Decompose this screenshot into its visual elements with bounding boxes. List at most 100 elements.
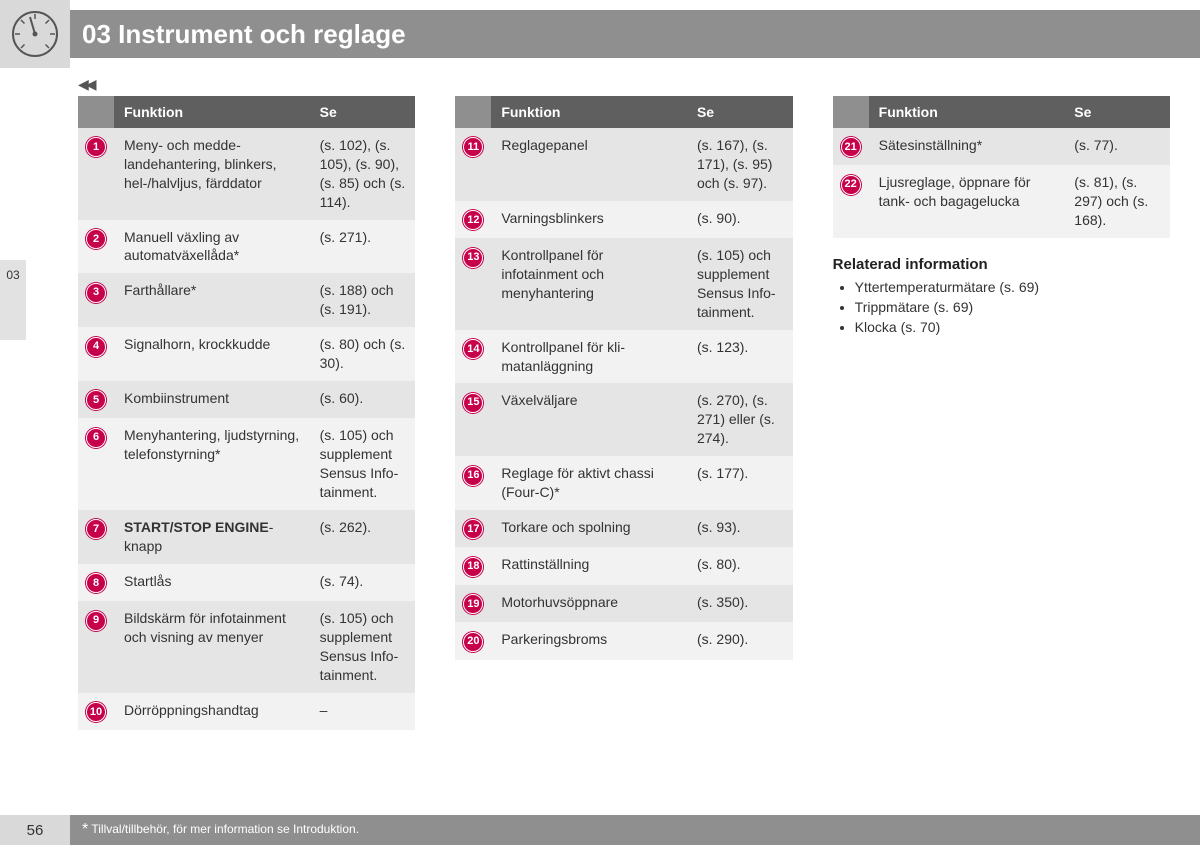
function-cell: Bildskärm för info­tainment och visning …	[114, 601, 310, 693]
see-cell: (s. 270), (s. 271) eller (s. 274).	[687, 383, 793, 456]
see-cell: (s. 77).	[1064, 128, 1170, 165]
table-row: 3Farthållare*(s. 188) och (s. 191).	[78, 273, 415, 327]
function-cell: Sätesinställning*	[869, 128, 1065, 165]
row-number-cell: 21	[833, 128, 869, 165]
header-se: Se	[687, 96, 793, 128]
table-row: 5 Kombiinstrument(s. 60).	[78, 381, 415, 418]
header-blank	[833, 96, 869, 128]
row-number-cell: 17	[455, 510, 491, 547]
function-cell: Menyhantering, ljud­styrning, telefonsty…	[114, 418, 310, 510]
see-cell: (s. 262).	[310, 510, 416, 564]
see-cell: (s. 80) och (s. 30).	[310, 327, 416, 381]
row-number-cell: 1	[78, 128, 114, 220]
function-cell: Dörröppningshand­tag	[114, 693, 310, 730]
table-row: 19Motorhuvsöppnare(s. 350).	[455, 585, 792, 622]
function-table: FunktionSe1Meny- och medde­landehanterin…	[78, 96, 415, 730]
table-row: 13 Kontrollpanel för infotainment och men…	[455, 238, 792, 330]
number-badge: 9	[86, 611, 106, 631]
function-cell: Farthållare*	[114, 273, 310, 327]
row-number-cell: 13	[455, 238, 491, 330]
see-cell: (s. 177).	[687, 456, 793, 510]
function-cell: Växelväljare	[491, 383, 687, 456]
see-cell: (s. 60).	[310, 381, 416, 418]
related-item[interactable]: Klocka (s. 70)	[855, 319, 1170, 335]
function-cell: Varningsblinkers	[491, 201, 687, 238]
row-number-cell: 16	[455, 456, 491, 510]
page-number: 56	[0, 815, 70, 845]
footer-bar: 56 * Tillval/tillbehör, för mer informat…	[0, 815, 1200, 845]
related-list: Yttertemperaturmätare (s. 69) Trippmätare…	[833, 279, 1170, 335]
see-cell: (s. 271).	[310, 220, 416, 274]
function-cell: Kontrollpanel för kli­matanläggning	[491, 330, 687, 384]
table-row: 2Manuell växling av automatväxellåda*(s.…	[78, 220, 415, 274]
number-badge: 14	[463, 339, 483, 359]
related-item[interactable]: Trippmätare (s. 69)	[855, 299, 1170, 315]
column-2: FunktionSe11Reglagepanel(s. 167), (s. 17…	[455, 96, 792, 730]
function-cell: Reglagepanel	[491, 128, 687, 201]
footer-note-text: Tillval/tillbehör, för mer information s…	[91, 822, 359, 836]
table-row: 8Startlås(s. 74).	[78, 564, 415, 601]
table-row: 10Dörröppningshand­tag–	[78, 693, 415, 730]
nav-back-arrows[interactable]: ◀◀	[78, 76, 94, 93]
see-cell: (s. 123).	[687, 330, 793, 384]
number-badge: 4	[86, 337, 106, 357]
header-se: Se	[310, 96, 416, 128]
related-heading: Relaterad information	[833, 256, 1170, 273]
number-badge: 13	[463, 248, 483, 268]
number-badge: 2	[86, 229, 106, 249]
number-badge: 5	[86, 390, 106, 410]
function-cell: Startlås	[114, 564, 310, 601]
table-row: 7START/STOP ENGINE-knapp(s. 262).	[78, 510, 415, 564]
row-number-cell: 22	[833, 165, 869, 238]
see-cell: (s. 81), (s. 297) och (s. 168).	[1064, 165, 1170, 238]
side-tab: 03	[0, 260, 26, 340]
function-cell: START/STOP ENGINE-knapp	[114, 510, 310, 564]
see-cell: (s. 90).	[687, 201, 793, 238]
number-badge: 6	[86, 428, 106, 448]
table-row: 17Torkare och spolning(s. 93).	[455, 510, 792, 547]
see-cell: (s. 93).	[687, 510, 793, 547]
row-number-cell: 2	[78, 220, 114, 274]
function-cell: Ljusreglage, öppnare för tank- och bagag…	[869, 165, 1065, 238]
row-number-cell: 7	[78, 510, 114, 564]
row-number-cell: 10	[78, 693, 114, 730]
related-item[interactable]: Yttertemperaturmätare (s. 69)	[855, 279, 1170, 295]
header-funktion: Funktion	[114, 96, 310, 128]
table-row: 20Parkeringsbroms(s. 290).	[455, 622, 792, 659]
row-number-cell: 20	[455, 622, 491, 659]
column-1: FunktionSe1Meny- och medde­landehanterin…	[78, 96, 415, 730]
function-cell: Signalhorn, krock­kudde	[114, 327, 310, 381]
see-cell: (s. 105) och supplement Sensus Info­tain…	[687, 238, 793, 330]
row-number-cell: 9	[78, 601, 114, 693]
footer-note: * Tillval/tillbehör, för mer information…	[82, 821, 359, 839]
see-cell: (s. 74).	[310, 564, 416, 601]
row-number-cell: 12	[455, 201, 491, 238]
function-cell: Parkeringsbroms	[491, 622, 687, 659]
row-number-cell: 15	[455, 383, 491, 456]
chapter-title: 03 Instrument och reglage	[82, 19, 406, 50]
see-cell: (s. 80).	[687, 547, 793, 584]
header-blank	[455, 96, 491, 128]
row-number-cell: 11	[455, 128, 491, 201]
table-row: 16Reglage för aktivt chassi (Four-C)*(s.…	[455, 456, 792, 510]
number-badge: 10	[86, 702, 106, 722]
side-tab-label: 03	[6, 268, 19, 282]
function-cell: Kombiinstrument	[114, 381, 310, 418]
function-table: FunktionSe11Reglagepanel(s. 167), (s. 17…	[455, 96, 792, 660]
number-badge: 1	[86, 137, 106, 157]
see-cell: (s. 167), (s. 171), (s. 95) och (s. 97).	[687, 128, 793, 201]
function-cell: Kontrollpanel för infotainment och menyh…	[491, 238, 687, 330]
see-cell: (s. 102), (s. 105), (s. 90), (s. 85) och…	[310, 128, 416, 220]
row-number-cell: 4	[78, 327, 114, 381]
table-row: 11 Reglagepanel(s. 167), (s. 171), (s. 95…	[455, 128, 792, 201]
function-table: FunktionSe21Sätesinställning*(s. 77).22L…	[833, 96, 1170, 238]
table-row: 9 Bildskärm för info­tainment och visning…	[78, 601, 415, 693]
number-badge: 16	[463, 466, 483, 486]
row-number-cell: 14	[455, 330, 491, 384]
number-badge: 21	[841, 137, 861, 157]
see-cell: (s. 105) och supplement Sensus Info­tain…	[310, 601, 416, 693]
table-row: 18Rattinställning(s. 80).	[455, 547, 792, 584]
content-columns: FunktionSe1Meny- och medde­landehanterin…	[78, 96, 1170, 730]
row-number-cell: 6	[78, 418, 114, 510]
number-badge: 11	[463, 137, 483, 157]
